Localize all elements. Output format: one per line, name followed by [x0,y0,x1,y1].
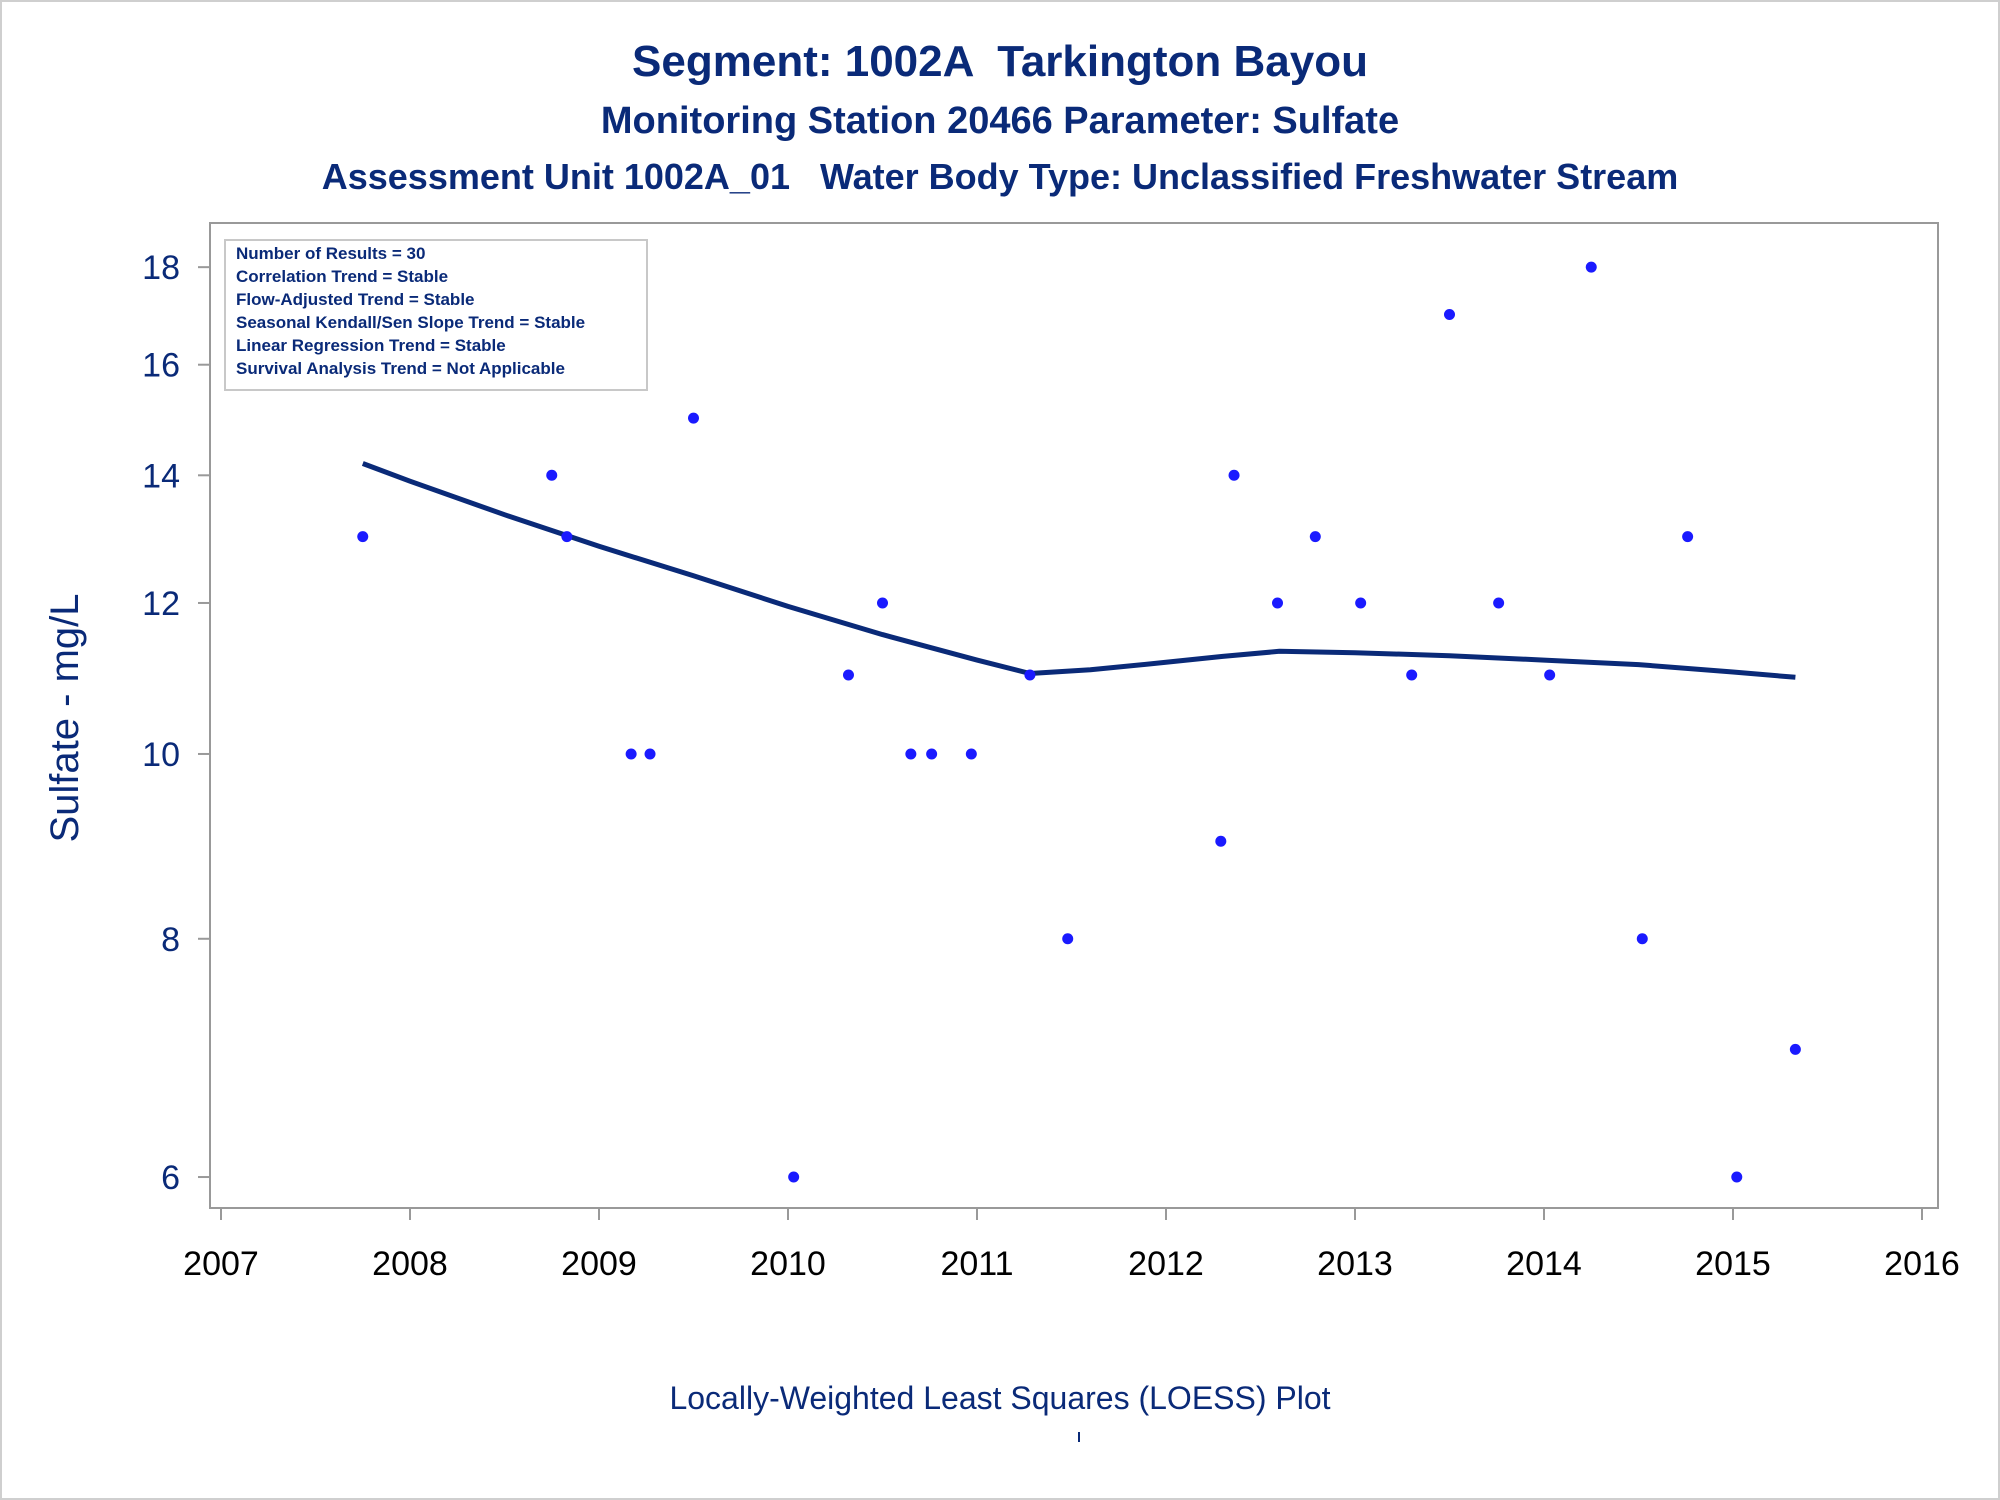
y-tick-label: 6 [161,1159,180,1197]
data-point [1636,933,1648,945]
data-point [1493,597,1505,609]
data-point [1731,1171,1743,1183]
footnote-mark [1078,1432,1080,1442]
data-point [688,412,699,424]
x-tick-label: 2013 [1317,1245,1393,1283]
plot-area [209,222,1939,1209]
data-point [546,469,558,481]
loess-curve [361,461,1796,680]
data-point [877,597,888,609]
y-tick-label: 8 [161,921,180,959]
data-point [1309,531,1321,543]
y-tick-label: 16 [142,347,180,385]
x-tick-label: 2007 [183,1245,259,1283]
x-tick-label: 2012 [1128,1245,1204,1283]
x-tick-label: 2014 [1506,1245,1582,1283]
data-point [561,531,573,543]
data-point [926,748,938,760]
data-point [625,748,637,760]
data-points [357,261,1801,1183]
trend-inset-line: Survival Analysis Trend = Not Applicable [236,359,565,378]
x-tick-label: 2010 [750,1245,826,1283]
chart-title: Segment: 1002A Tarkington Bayou [632,37,1368,86]
data-point [788,1171,800,1183]
data-point [1544,669,1556,681]
data-point [1789,1043,1801,1055]
data-point [842,669,854,681]
data-point [1682,531,1694,543]
trend-inset-line: Number of Results = 30 [236,244,425,263]
y-axis-label: Sulfate - mg/L [43,593,87,842]
y-tick-label: 14 [142,457,180,495]
y-tick-label: 18 [142,249,180,287]
data-point [1272,597,1284,609]
data-point [644,748,656,760]
data-point [905,748,917,760]
data-point [1406,669,1418,681]
x-tick-label: 2008 [372,1245,448,1283]
trend-inset-line: Linear Regression Trend = Stable [236,336,506,355]
trend-inset-line: Seasonal Kendall/Sen Slope Trend = Stabl… [236,313,585,332]
x-tick-label: 2016 [1884,1245,1960,1283]
data-point [1024,669,1036,681]
data-point [1585,261,1597,273]
trend-inset-box [224,239,648,391]
x-tick-label: 2009 [561,1245,637,1283]
data-point [357,531,369,543]
y-tick-label: 10 [142,736,180,774]
y-tick-label: 12 [142,585,180,623]
data-point [1062,933,1074,945]
chart-footnote: Locally-Weighted Least Squares (LOESS) P… [669,1380,1331,1416]
y-axis: 6 8 10 12 14 16 18 [142,249,210,1197]
trend-inset: Number of Results = 30 Correlation Trend … [224,239,648,391]
data-point [1355,597,1367,609]
trend-inset-line: Correlation Trend = Stable [236,267,448,286]
data-point [1215,835,1227,847]
chart-subtitle-assessment: Assessment Unit 1002A_01 Water Body Type… [321,156,1679,197]
x-tick-label: 2011 [940,1245,1013,1283]
data-point [1444,308,1455,320]
x-axis: 2007 2008 2009 2010 2011 2012 2013 2014 2015 2016 [183,1208,1960,1283]
chart-subtitle-station: Monitoring Station 20466 Parameter: Sulf… [600,100,1400,142]
x-tick-label: 2015 [1695,1245,1771,1283]
trend-inset-line: Flow-Adjusted Trend = Stable [236,290,475,309]
data-point [1228,469,1240,481]
data-point [965,748,977,760]
loess-line [361,461,1796,680]
